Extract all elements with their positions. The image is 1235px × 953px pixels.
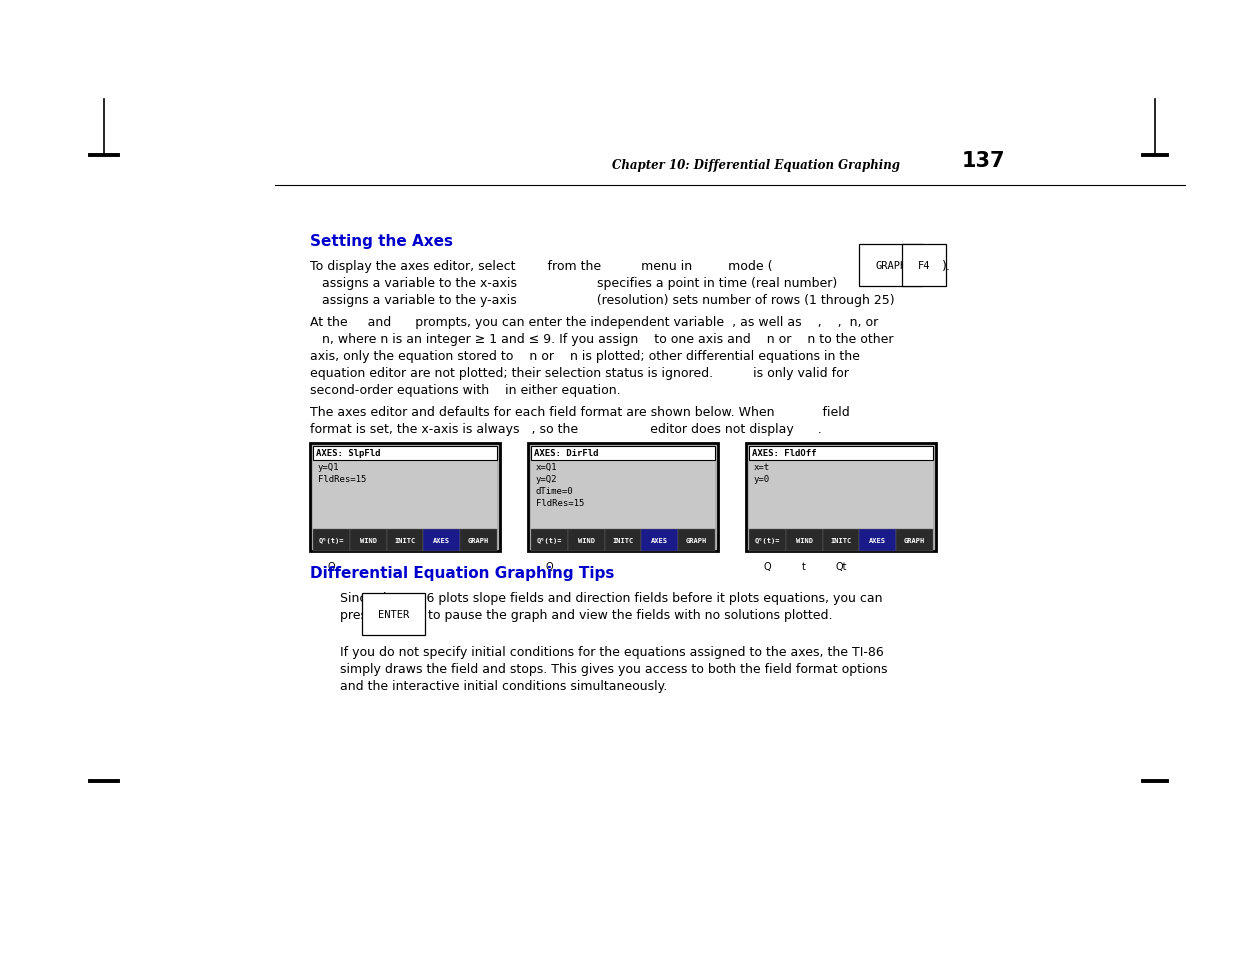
Text: Q: Q <box>763 561 771 572</box>
Text: to pause the graph and view the fields with no solutions plotted.: to pause the graph and view the fields w… <box>424 608 832 621</box>
Text: n, where n is an integer ≥ 1 and ≤ 9. If you assign    to one axis and    n or  : n, where n is an integer ≥ 1 and ≤ 9. If… <box>310 333 893 346</box>
Text: assigns a variable to the y-axis                    (resolution) sets number of : assigns a variable to the y-axis (resolu… <box>310 294 894 307</box>
Text: ENTER: ENTER <box>378 609 409 619</box>
Text: Qt: Qt <box>835 561 847 572</box>
Text: To display the axes editor, select        from the          menu in         mode: To display the axes editor, select from … <box>310 260 773 273</box>
Bar <box>568 530 605 552</box>
Bar <box>531 447 715 530</box>
Text: format is set, the x-axis is always   , so the                  editor does not : format is set, the x-axis is always , so… <box>310 422 821 436</box>
Bar <box>350 530 387 552</box>
Bar <box>605 530 641 552</box>
Text: INITC: INITC <box>613 537 634 543</box>
Text: F4: F4 <box>918 261 930 271</box>
Text: The axes editor and defaults for each field format are shown below. When        : The axes editor and defaults for each fi… <box>310 406 850 418</box>
Text: If you do not specify initial conditions for the equations assigned to the axes,: If you do not specify initial conditions… <box>340 645 888 692</box>
Text: FldRes=15: FldRes=15 <box>536 498 584 507</box>
Bar <box>529 443 718 552</box>
Text: AXES: FldOff: AXES: FldOff <box>752 449 816 458</box>
Text: WIND: WIND <box>359 537 377 543</box>
Bar <box>860 530 897 552</box>
Text: Since the TI-86 plots slope fields and direction fields before it plots equation: Since the TI-86 plots slope fields and d… <box>340 592 883 604</box>
Text: At the     and      prompts, you can enter the independent variable  , as well a: At the and prompts, you can enter the in… <box>310 315 878 329</box>
Bar <box>748 447 932 460</box>
Text: FldRes=15: FldRes=15 <box>317 475 367 483</box>
Text: Q: Q <box>546 561 553 572</box>
Bar <box>785 530 823 552</box>
Bar <box>641 530 678 552</box>
Text: Differential Equation Graphing Tips: Differential Equation Graphing Tips <box>310 565 614 580</box>
Text: equation editor are not plotted; their selection status is ignored.          is : equation editor are not plotted; their s… <box>310 367 848 379</box>
Bar <box>531 530 568 552</box>
Text: Q: Q <box>327 561 335 572</box>
Text: y=Q1: y=Q1 <box>317 462 340 472</box>
Text: dTime=0: dTime=0 <box>536 486 573 496</box>
Bar <box>310 443 500 552</box>
Text: AXES: DirFld: AXES: DirFld <box>534 449 599 458</box>
Text: Qᵑ(t)=: Qᵑ(t)= <box>755 537 781 543</box>
Bar <box>531 447 715 460</box>
Bar <box>748 447 932 530</box>
Text: Chapter 10: Differential Equation Graphing: Chapter 10: Differential Equation Graphi… <box>613 159 900 172</box>
Bar <box>678 530 715 552</box>
Text: second-order equations with    in either equation.: second-order equations with in either eq… <box>310 384 621 396</box>
Text: GRAPH: GRAPH <box>876 261 906 271</box>
Bar <box>746 443 936 552</box>
Text: INITC: INITC <box>830 537 852 543</box>
Text: assigns a variable to the x-axis                    specifies a point in time (r: assigns a variable to the x-axis specifi… <box>310 276 837 290</box>
Text: t: t <box>803 561 806 572</box>
Bar <box>312 530 496 552</box>
Text: Setting the Axes: Setting the Axes <box>310 233 453 249</box>
Text: AXES: SlpFld: AXES: SlpFld <box>316 449 380 458</box>
Text: axis, only the equation stored to    n or    n is plotted; other differential eq: axis, only the equation stored to n or n… <box>310 350 860 363</box>
Text: y=0: y=0 <box>755 475 771 483</box>
Text: GRAPH: GRAPH <box>685 537 708 543</box>
Text: INITC: INITC <box>394 537 416 543</box>
Text: AXES: AXES <box>433 537 451 543</box>
Text: GRAPH: GRAPH <box>904 537 925 543</box>
Bar <box>823 530 860 552</box>
Text: AXES: AXES <box>651 537 668 543</box>
Text: WIND: WIND <box>795 537 813 543</box>
Bar <box>312 530 350 552</box>
Text: x=Q1: x=Q1 <box>536 462 557 472</box>
Bar <box>748 530 785 552</box>
Bar <box>531 530 715 552</box>
Bar <box>387 530 424 552</box>
Text: press: press <box>340 608 378 621</box>
Text: Qᵑ(t)=: Qᵑ(t)= <box>537 537 562 543</box>
Text: AXES: AXES <box>869 537 887 543</box>
Text: ).: ). <box>942 260 951 273</box>
Bar <box>748 530 932 552</box>
Text: 137: 137 <box>962 151 1005 171</box>
Bar <box>312 447 496 460</box>
Text: WIND: WIND <box>578 537 595 543</box>
Bar <box>897 530 932 552</box>
Bar <box>461 530 496 552</box>
Text: x=t: x=t <box>755 462 771 472</box>
Text: y=Q2: y=Q2 <box>536 475 557 483</box>
Bar <box>424 530 461 552</box>
Text: Qᵑ(t)=: Qᵑ(t)= <box>319 537 345 543</box>
Bar <box>312 447 496 530</box>
Text: GRAPH: GRAPH <box>468 537 489 543</box>
